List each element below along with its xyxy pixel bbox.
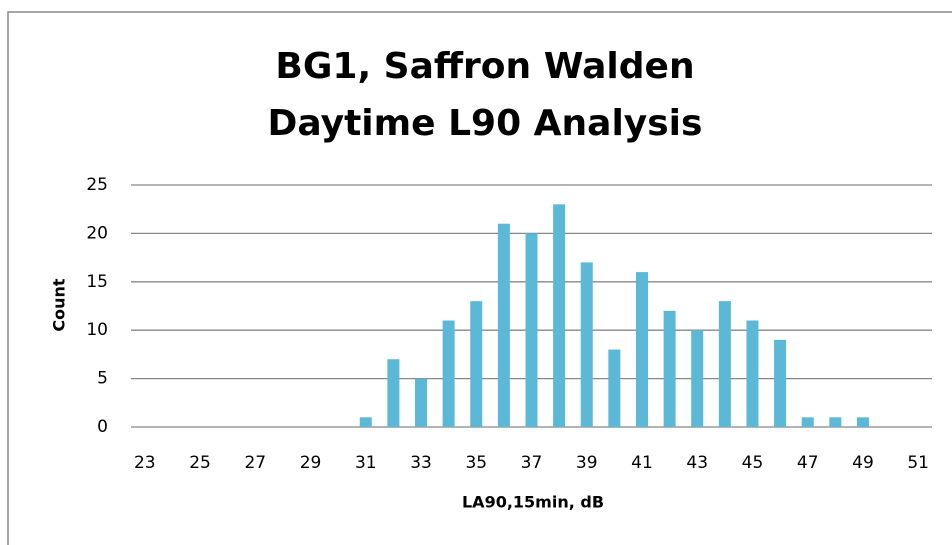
bar xyxy=(608,349,621,427)
bar xyxy=(525,233,538,427)
x-tick-label: 25 xyxy=(189,453,211,473)
bar xyxy=(746,320,759,427)
bar xyxy=(415,378,428,427)
bar xyxy=(856,417,869,427)
bar xyxy=(359,417,372,427)
bar xyxy=(387,359,400,427)
x-tick-label: 37 xyxy=(521,453,543,473)
y-tick-label: 15 xyxy=(86,272,108,292)
bar xyxy=(497,223,510,427)
y-tick-label: 10 xyxy=(86,320,108,340)
x-tick-label: 29 xyxy=(300,453,322,473)
bar xyxy=(553,204,566,427)
y-tick-label: 25 xyxy=(86,175,108,195)
chart-frame xyxy=(7,11,952,545)
bar xyxy=(801,417,814,427)
chart-title: BG1, Saffron Walden xyxy=(275,46,694,87)
bar xyxy=(691,330,704,427)
x-tick-label: 31 xyxy=(355,453,377,473)
bar xyxy=(774,339,787,427)
x-tick-label: 35 xyxy=(465,453,487,473)
x-tick-label: 47 xyxy=(797,453,819,473)
x-tick-label: 51 xyxy=(907,453,929,473)
bar xyxy=(635,272,648,427)
y-axis-label: Count xyxy=(50,278,69,332)
x-axis-label: LA90,15min, dB xyxy=(462,493,604,512)
bar xyxy=(718,301,731,427)
bar xyxy=(580,262,593,427)
y-tick-label: 0 xyxy=(97,417,108,437)
x-tick-label: 33 xyxy=(410,453,432,473)
chart-title: Daytime L90 Analysis xyxy=(268,103,703,144)
x-tick-label: 49 xyxy=(852,453,874,473)
bar xyxy=(470,301,483,427)
bar xyxy=(663,310,676,427)
bar xyxy=(829,417,842,427)
y-tick-label: 5 xyxy=(97,369,108,389)
x-tick-label: 39 xyxy=(576,453,598,473)
y-tick-label: 20 xyxy=(86,223,108,243)
x-tick-label: 27 xyxy=(244,453,266,473)
bar xyxy=(442,320,455,427)
x-tick-label: 45 xyxy=(742,453,764,473)
x-tick-label: 43 xyxy=(686,453,708,473)
x-tick-label: 41 xyxy=(631,453,653,473)
x-tick-label: 23 xyxy=(134,453,156,473)
